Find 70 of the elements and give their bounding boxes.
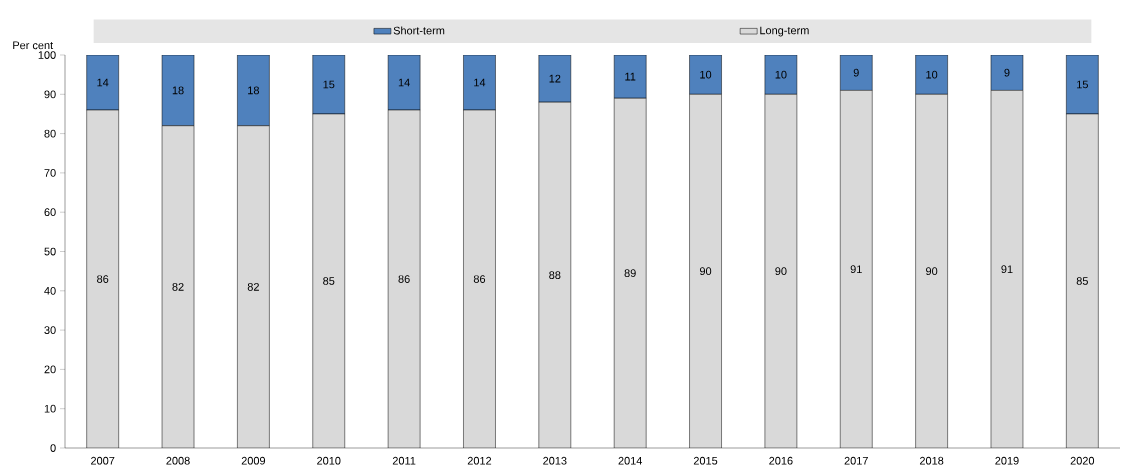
y-tick-label: 60	[44, 208, 56, 217]
x-tick-label: 2020	[1070, 456, 1095, 465]
x-tick-label: 2016	[769, 456, 793, 465]
data-label: 85	[323, 277, 335, 285]
data-label: 85	[1076, 277, 1088, 285]
y-tick-label: 10	[44, 404, 56, 413]
data-label: 14	[97, 78, 109, 87]
data-label: 9	[853, 68, 859, 77]
x-tick-label: 2012	[467, 456, 492, 465]
data-label: 15	[1077, 80, 1088, 89]
y-tick-label: 90	[44, 90, 56, 99]
bar	[990, 90, 1023, 448]
y-axis-title: Per cent	[13, 41, 54, 50]
data-label: 86	[398, 275, 410, 283]
x-tick-label: 2011	[392, 456, 416, 465]
x-tick-label: 2010	[317, 456, 341, 465]
bar	[162, 125, 195, 448]
y-tick-label: 100	[38, 51, 56, 59]
data-label: 82	[247, 283, 259, 291]
data-label: 15	[323, 80, 335, 89]
bar	[840, 90, 873, 448]
data-label: 90	[775, 267, 787, 276]
bar	[312, 113, 345, 448]
y-tick-label: 20	[44, 365, 56, 374]
data-label: 90	[926, 267, 938, 276]
data-label: 82	[172, 283, 184, 291]
data-label: 91	[850, 265, 862, 274]
x-tick-label: 2008	[166, 456, 190, 465]
x-tick-label: 2013	[543, 456, 567, 465]
data-label: 10	[700, 70, 712, 79]
data-label: 88	[549, 271, 561, 279]
x-tick-label: 2015	[693, 456, 718, 465]
legend-label: Short-term	[393, 26, 445, 35]
data-label: 18	[172, 86, 184, 95]
bar	[237, 125, 270, 448]
y-tick-label: 30	[44, 326, 56, 334]
bar	[538, 102, 571, 448]
legend-label: Long-term	[760, 26, 809, 37]
data-label: 86	[473, 275, 486, 283]
data-label: 18	[248, 86, 259, 95]
data-label: 10	[775, 70, 787, 79]
x-tick-label: 2017	[844, 456, 868, 465]
x-tick-label: 2014	[618, 456, 643, 465]
y-tick-label: 0	[50, 444, 56, 452]
bar	[915, 94, 948, 448]
x-tick-label: 2009	[241, 456, 266, 465]
bar	[614, 98, 647, 448]
y-tick-label: 40	[44, 286, 56, 295]
data-label: 91	[1001, 265, 1013, 274]
y-tick-label: 70	[44, 169, 56, 177]
data-label: 11	[625, 72, 636, 81]
bar	[689, 94, 722, 448]
y-tick-label: 80	[44, 129, 56, 138]
bar	[1066, 113, 1099, 448]
data-label: 14	[398, 78, 410, 87]
data-label: 90	[699, 267, 712, 276]
x-tick-label: 2007	[91, 456, 115, 465]
x-tick-label: 2019	[995, 456, 1019, 465]
x-tick-label: 2018	[919, 456, 944, 465]
data-label: 10	[926, 70, 938, 79]
bar	[388, 110, 421, 448]
bar	[764, 94, 797, 448]
data-label: 9	[1004, 68, 1010, 77]
data-label: 89	[624, 269, 636, 277]
bar	[86, 110, 119, 448]
data-label: 12	[549, 74, 561, 83]
y-tick-label: 50	[44, 247, 56, 256]
bar	[463, 110, 496, 448]
data-label: 14	[474, 78, 486, 87]
data-label: 86	[97, 275, 109, 283]
